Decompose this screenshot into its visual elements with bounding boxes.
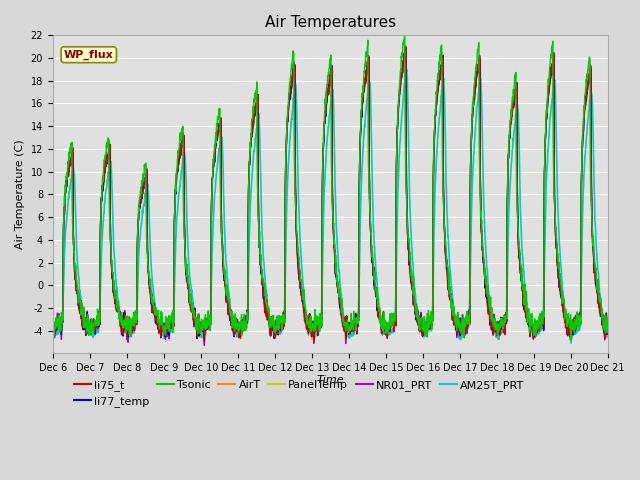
li77_temp: [604, 326, 612, 332]
AM25T_PRT: [319, 256, 326, 262]
li75_t: [604, 328, 612, 334]
NR01_PRT: [77, 310, 85, 315]
li77_temp: [401, 44, 409, 49]
Tsonic: [49, 324, 56, 330]
Line: li77_temp: li77_temp: [52, 47, 608, 341]
li77_temp: [319, 158, 327, 164]
Tsonic: [304, 320, 312, 325]
AirT: [305, 322, 312, 328]
Text: WP_flux: WP_flux: [64, 49, 114, 60]
AM25T_PRT: [604, 331, 612, 336]
PanelTemp: [588, 217, 596, 223]
AM25T_PRT: [77, 300, 85, 306]
PanelTemp: [305, 322, 312, 327]
NR01_PRT: [319, 158, 327, 164]
NR01_PRT: [402, 44, 410, 50]
li75_t: [310, 338, 317, 344]
PanelTemp: [319, 157, 327, 163]
Legend: li75_t, li77_temp, Tsonic, AirT, PanelTemp, NR01_PRT, AM25T_PRT: li75_t, li77_temp, Tsonic, AirT, PanelTe…: [69, 375, 529, 411]
NR01_PRT: [305, 326, 312, 332]
AirT: [486, 305, 494, 311]
NR01_PRT: [588, 218, 596, 224]
AirT: [588, 217, 596, 223]
AirT: [319, 158, 327, 164]
AirT: [200, 340, 208, 346]
AM25T_PRT: [304, 323, 312, 328]
AM25T_PRT: [588, 97, 596, 103]
li75_t: [304, 320, 312, 325]
NR01_PRT: [49, 339, 56, 345]
li75_t: [588, 225, 596, 230]
Line: NR01_PRT: NR01_PRT: [52, 47, 608, 345]
li77_temp: [305, 323, 312, 328]
Tsonic: [77, 312, 85, 318]
li77_temp: [77, 307, 85, 312]
AirT: [604, 327, 612, 333]
PanelTemp: [402, 44, 410, 50]
AirT: [77, 310, 85, 315]
Line: AirT: AirT: [52, 46, 608, 343]
NR01_PRT: [200, 342, 208, 348]
Y-axis label: Air Temperature (C): Air Temperature (C): [15, 140, 25, 249]
Tsonic: [588, 218, 596, 224]
Tsonic: [604, 327, 612, 333]
AM25T_PRT: [567, 340, 575, 346]
NR01_PRT: [604, 329, 612, 335]
X-axis label: Time: Time: [316, 374, 344, 384]
AM25T_PRT: [402, 66, 410, 72]
PanelTemp: [604, 331, 612, 336]
Tsonic: [588, 226, 596, 231]
PanelTemp: [49, 337, 56, 343]
li75_t: [49, 336, 56, 342]
li77_temp: [588, 225, 596, 231]
AM25T_PRT: [588, 92, 596, 97]
PanelTemp: [200, 339, 208, 345]
li77_temp: [200, 338, 208, 344]
PanelTemp: [486, 308, 494, 314]
Tsonic: [486, 303, 494, 309]
PanelTemp: [77, 308, 85, 313]
li77_temp: [49, 335, 56, 341]
li77_temp: [588, 221, 596, 227]
Tsonic: [319, 169, 326, 175]
li75_t: [486, 306, 494, 312]
Tsonic: [567, 337, 575, 343]
li77_temp: [486, 304, 494, 310]
li75_t: [588, 215, 596, 220]
Line: AM25T_PRT: AM25T_PRT: [52, 69, 608, 343]
Title: Air Temperatures: Air Temperatures: [265, 15, 396, 30]
NR01_PRT: [588, 225, 596, 231]
AirT: [588, 225, 596, 231]
Line: PanelTemp: PanelTemp: [52, 47, 608, 342]
AirT: [402, 43, 410, 48]
AM25T_PRT: [486, 299, 494, 305]
Tsonic: [401, 29, 408, 35]
li75_t: [77, 307, 85, 312]
AM25T_PRT: [49, 332, 56, 337]
Line: li75_t: li75_t: [52, 47, 608, 341]
NR01_PRT: [486, 303, 494, 309]
li75_t: [402, 44, 410, 50]
Line: Tsonic: Tsonic: [52, 32, 608, 340]
PanelTemp: [588, 225, 596, 231]
AirT: [49, 336, 56, 342]
li75_t: [319, 160, 327, 166]
